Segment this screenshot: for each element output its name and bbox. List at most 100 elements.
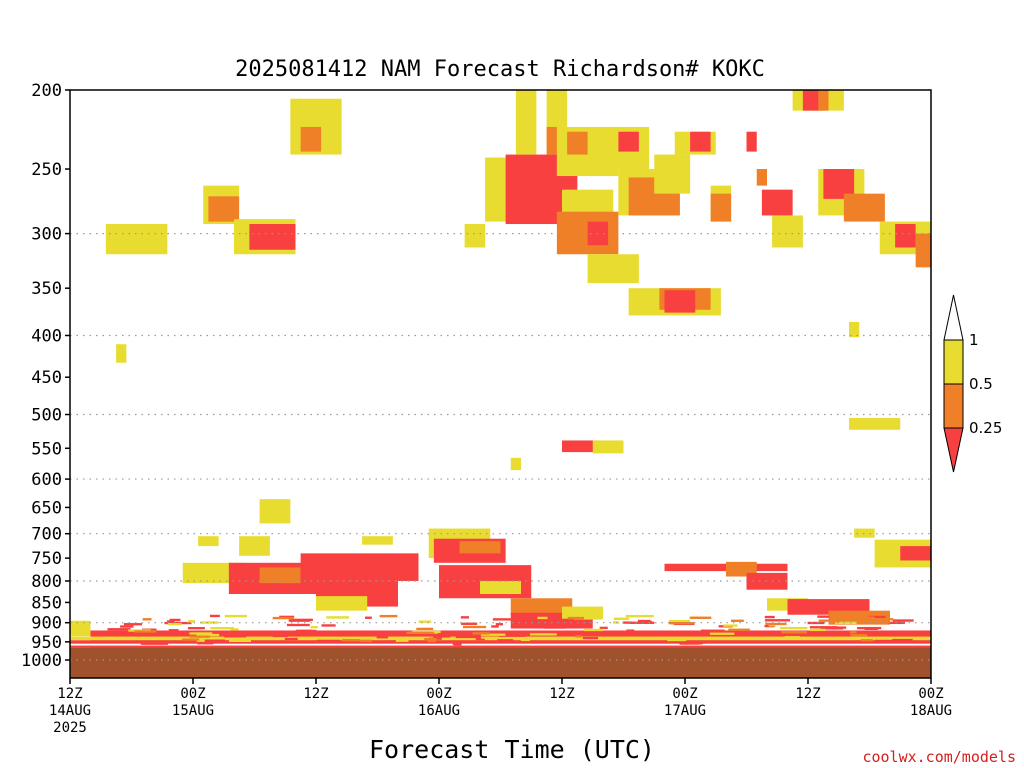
ri-streak-0-75: [301, 629, 317, 633]
ri-streak-1-23: [480, 633, 506, 636]
legend-label-0.5: 0.5: [969, 375, 993, 393]
y-tick-label-850: 850: [31, 593, 62, 613]
ri-region-68: [510, 598, 573, 615]
ri-streak-0-59: [892, 638, 913, 642]
ri-streak-0-18: [460, 616, 470, 619]
ri-streak-1-8: [196, 639, 205, 642]
ri-streak-0-34: [817, 615, 830, 618]
ri-streak-0-58: [730, 630, 757, 634]
y-tick-label-600: 600: [31, 470, 62, 490]
ri-streak-0-56: [467, 640, 496, 643]
ri-streak-0-87: [679, 642, 699, 645]
ri-streak-2-11: [360, 639, 373, 642]
x-axis-label: Forecast Time (UTC): [369, 735, 655, 764]
ri-streak-2-4: [342, 639, 360, 642]
ri-region-43: [895, 224, 916, 248]
ri-region-26: [690, 131, 711, 152]
ri-streak-1-5: [167, 622, 182, 626]
legend-swatch-0.25-0.5: [943, 383, 964, 429]
ri-region-8: [464, 224, 486, 248]
ri-streak-2-28: [870, 618, 894, 621]
ri-streak-2-13: [189, 635, 210, 638]
ri-streak-0-67: [522, 615, 536, 618]
ri-streak-0-77: [693, 631, 711, 634]
ri-region-44: [915, 233, 931, 268]
ri-streak-1-37: [835, 621, 857, 625]
ri-region-24: [654, 154, 691, 194]
ri-region-21: [618, 131, 639, 152]
ri-streak-2-6: [424, 637, 437, 641]
ri-streak-0-40: [495, 623, 504, 626]
x-tick-label-1-1: 15AUG: [172, 703, 214, 719]
ri-streak-0-27: [120, 625, 134, 628]
x-tick-label-7-0: 00Z: [918, 686, 943, 702]
ri-streak-0-0: [492, 618, 512, 621]
ri-streak-1-7: [230, 628, 239, 631]
ri-region-19: [587, 254, 639, 284]
ri-streak-0-65: [892, 619, 914, 622]
credit-text: coolwx.com/models: [862, 748, 1016, 766]
ri-streak-1-32: [613, 617, 630, 620]
ri-region-65: [316, 596, 368, 611]
ri-streak-0-44: [599, 626, 608, 630]
ri-streak-0-23: [289, 618, 313, 622]
ri-streak-2-19: [134, 630, 157, 633]
ri-streak-2-18: [272, 616, 295, 620]
ri-streak-1-38: [188, 620, 196, 623]
ri-region-59: [900, 546, 931, 561]
ri-streak-1-29: [709, 632, 735, 635]
x-tick-label-7-1: 18AUG: [910, 703, 952, 719]
ri-streak-1-20: [529, 633, 557, 636]
ri-streak-0-66: [641, 620, 652, 624]
ri-streak-0-38: [166, 630, 173, 633]
ri-region-1: [116, 344, 127, 363]
ri-region-3: [208, 196, 240, 222]
ri-streak-0-30: [106, 631, 121, 635]
x-tick-label-1-0: 00Z: [180, 686, 205, 702]
ri-streak-0-89: [228, 632, 256, 636]
ri-streak-1-36: [669, 637, 692, 640]
ri-streak-0-50: [167, 620, 175, 623]
ri-streak-0-2: [163, 632, 190, 635]
ri-streak-0-68: [867, 615, 886, 619]
ri-streak-2-24: [851, 616, 875, 619]
ri-streak-0-43: [209, 614, 220, 618]
ri-streak-2-1: [860, 639, 873, 642]
ri-region-70: [562, 606, 603, 619]
x-tick-label-3-1: 16AUG: [418, 703, 460, 719]
x-tick-label-0-2: 2025: [53, 720, 87, 736]
ri-streak-0-86: [169, 618, 181, 622]
ri-streak-0-49: [388, 640, 396, 643]
ri-streak-0-35: [224, 635, 247, 638]
ri-streak-2-23: [728, 628, 750, 631]
ri-streak-2-17: [575, 635, 582, 638]
ri-region-79: [70, 636, 931, 641]
ri-streak-0-7: [140, 642, 169, 645]
ri-streak-0-22: [461, 622, 478, 625]
ri-streak-1-6: [574, 617, 603, 620]
ri-streak-0-81: [123, 623, 143, 626]
chart-title: 2025081412 NAM Forecast Richardson# KOKC: [235, 57, 765, 82]
ri-streak-0-84: [809, 626, 838, 629]
ri-region-51: [198, 536, 219, 547]
x-tick-label-5-0: 00Z: [672, 686, 697, 702]
ri-streak-0-46: [107, 628, 131, 631]
ground-fill: [70, 647, 931, 678]
x-tick-label-0-0: 12Z: [57, 686, 82, 702]
y-tick-label-350: 350: [31, 279, 62, 299]
ri-streak-0-69: [411, 634, 423, 637]
ri-streak-1-30: [326, 616, 350, 619]
x-tick-label-6-0: 12Z: [795, 686, 820, 702]
ri-region-62: [259, 567, 301, 584]
ri-streak-1-11: [583, 628, 604, 632]
ri-streak-1-9: [784, 636, 800, 639]
y-tick-label-650: 650: [31, 498, 62, 518]
ri-streak-1-4: [196, 633, 220, 637]
ri-streak-0-33: [475, 637, 485, 641]
ri-region-35: [772, 215, 803, 248]
ri-streak-1-2: [310, 626, 318, 629]
ri-streak-1-13: [625, 614, 654, 618]
ri-streak-0-8: [197, 642, 214, 645]
ri-region-56: [459, 541, 501, 554]
